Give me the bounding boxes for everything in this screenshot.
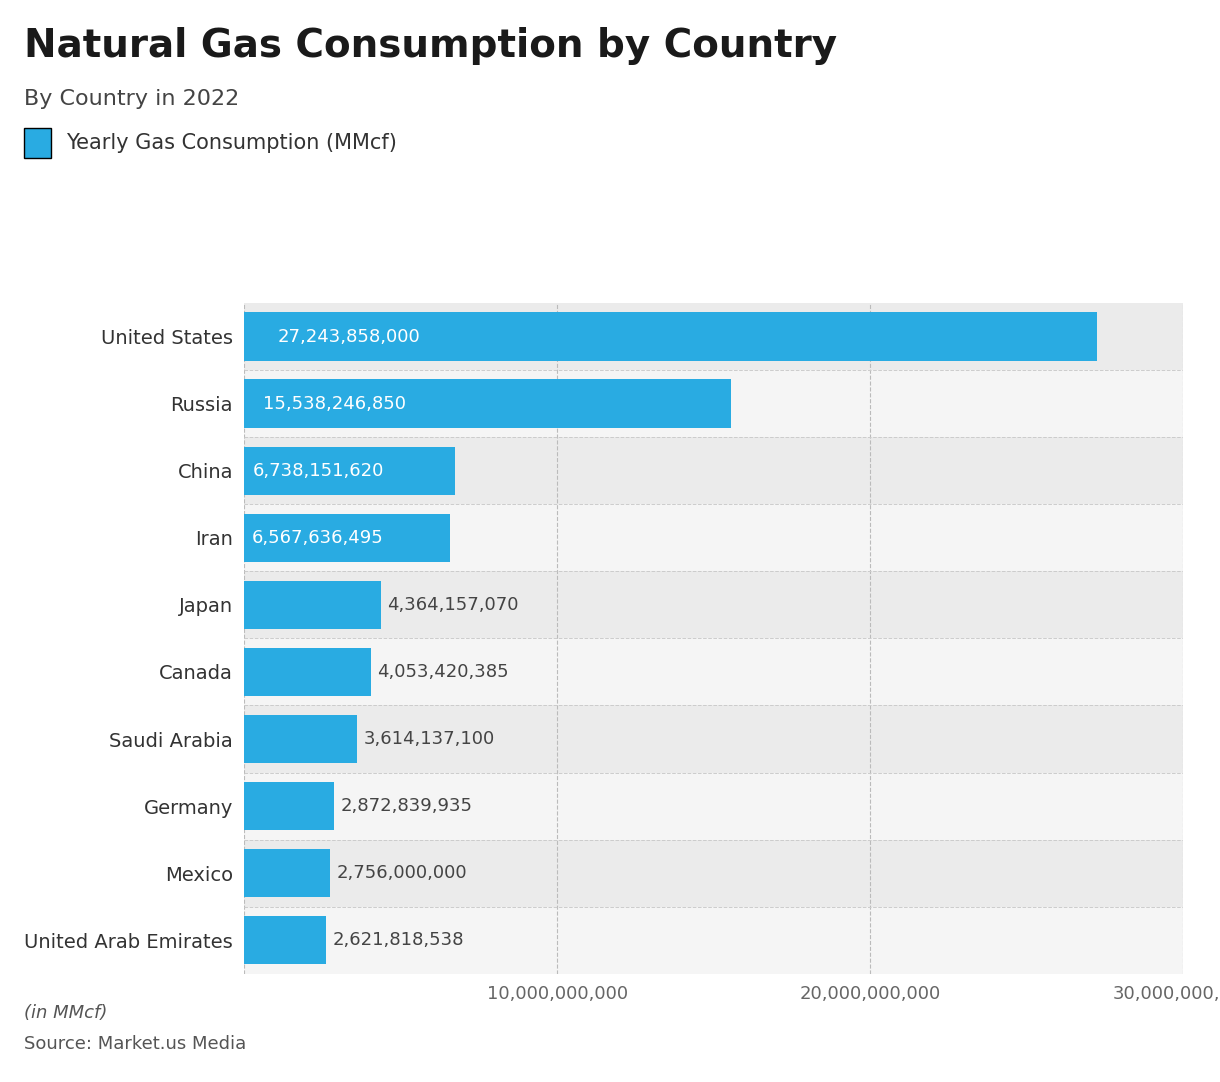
- Bar: [244, 916, 326, 964]
- Text: 4,364,157,070: 4,364,157,070: [387, 596, 518, 613]
- Bar: [244, 380, 731, 427]
- Bar: [244, 571, 1183, 638]
- Text: 15,538,246,850: 15,538,246,850: [264, 395, 406, 412]
- Text: (in MMcf): (in MMcf): [24, 1004, 107, 1022]
- Bar: [244, 638, 1183, 705]
- Text: 2,872,839,935: 2,872,839,935: [340, 797, 472, 815]
- Bar: [244, 907, 1183, 974]
- Bar: [244, 715, 357, 763]
- Text: 2,621,818,538: 2,621,818,538: [333, 932, 464, 949]
- Text: 6,738,151,620: 6,738,151,620: [253, 462, 384, 479]
- Bar: [244, 437, 1183, 504]
- Bar: [244, 370, 1183, 437]
- Text: 27,243,858,000: 27,243,858,000: [278, 328, 421, 345]
- Text: Yearly Gas Consumption (MMcf): Yearly Gas Consumption (MMcf): [66, 133, 396, 153]
- Text: Source: Market.us Media: Source: Market.us Media: [24, 1035, 246, 1054]
- Text: 6,567,636,495: 6,567,636,495: [253, 529, 384, 546]
- Bar: [244, 313, 1097, 360]
- Bar: [244, 705, 1183, 773]
- Bar: [244, 514, 450, 562]
- Bar: [244, 504, 1183, 571]
- Bar: [244, 840, 1183, 907]
- Bar: [244, 782, 334, 830]
- Text: By Country in 2022: By Country in 2022: [24, 89, 239, 108]
- Bar: [244, 303, 1183, 370]
- Text: Natural Gas Consumption by Country: Natural Gas Consumption by Country: [24, 27, 837, 65]
- Bar: [244, 447, 455, 494]
- Bar: [244, 581, 381, 629]
- Bar: [244, 773, 1183, 840]
- Text: 4,053,420,385: 4,053,420,385: [377, 663, 509, 681]
- Bar: [244, 648, 371, 696]
- Text: 2,756,000,000: 2,756,000,000: [337, 865, 467, 882]
- Bar: [244, 849, 331, 897]
- Text: 3,614,137,100: 3,614,137,100: [364, 730, 495, 748]
